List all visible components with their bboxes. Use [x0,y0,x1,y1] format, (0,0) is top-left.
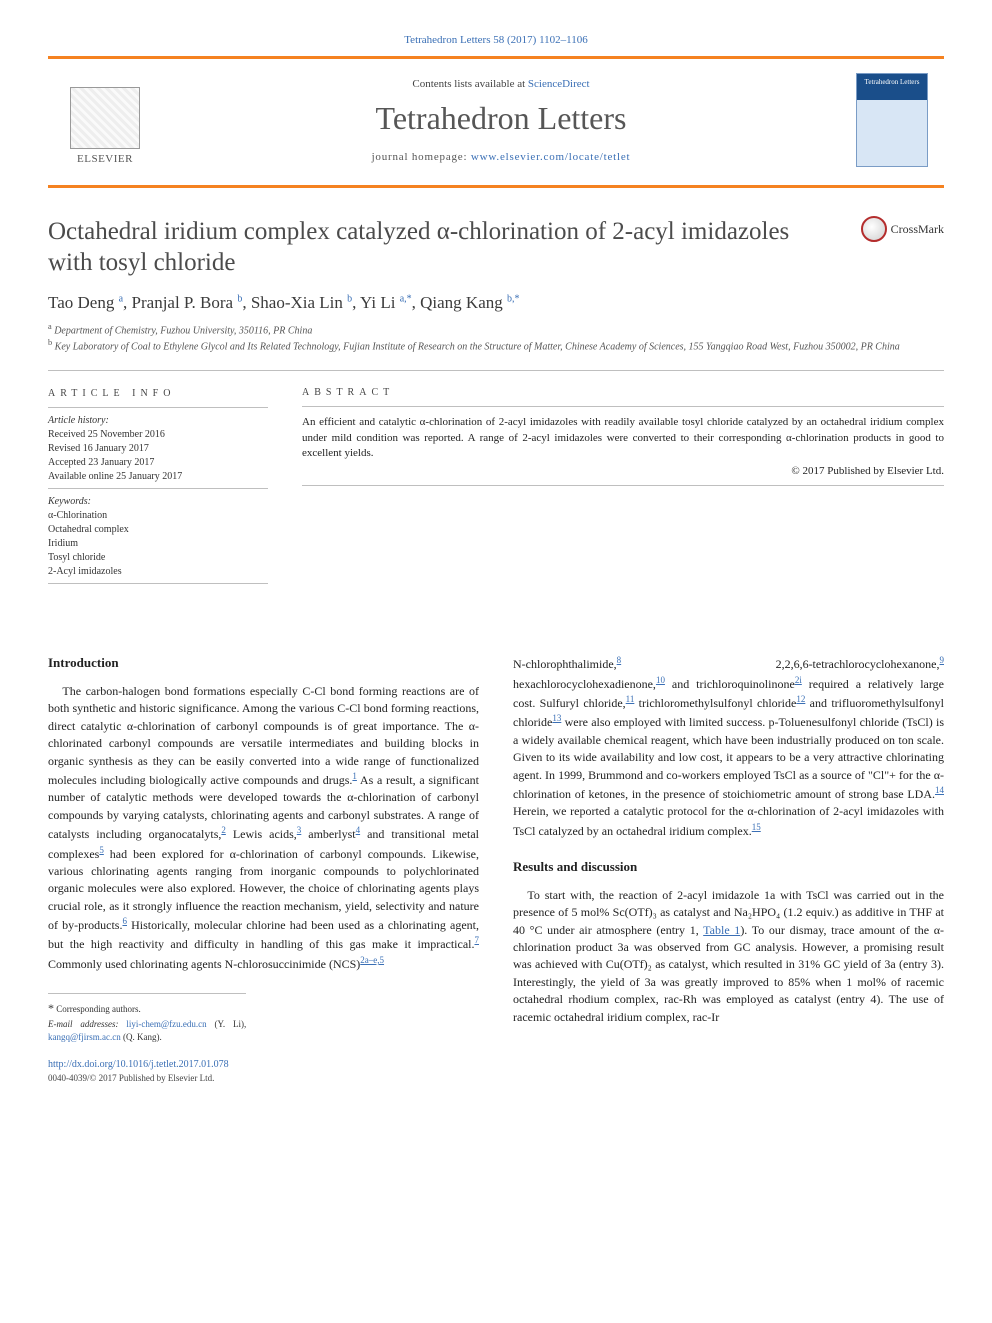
keyword: Octahedral complex [48,523,268,537]
abstract-heading: ABSTRACT [302,387,944,398]
accepted-date: Accepted 23 January 2017 [48,456,268,470]
ref-link[interactable]: 14 [935,785,944,795]
issn-copyright: 0040-4039/© 2017 Published by Elsevier L… [48,1072,479,1085]
cover-thumb-label: Tetrahedron Letters [865,74,920,86]
sciencedirect-link[interactable]: ScienceDirect [528,78,590,90]
citation-line: Tetrahedron Letters 58 (2017) 1102–1106 [48,34,944,46]
publisher-logo: ELSEVIER [64,75,146,165]
ref-link[interactable]: 9 [940,655,945,665]
ref-link[interactable]: 10 [656,675,665,685]
keyword: α-Chlorination [48,509,268,523]
journal-name: Tetrahedron Letters [146,100,856,137]
body-paragraph: To start with, the reaction of 2-acyl im… [513,887,944,1026]
body-paragraph: The carbon-halogen bond formations espec… [48,683,479,973]
article-info: ARTICLE INFO Article history: Received 2… [48,387,268,590]
crossmark-label: CrossMark [891,222,944,237]
ref-link[interactable]: 2a–e,5 [360,955,384,965]
body-paragraph: N-chlorophthalimide,8 2,2,6,6-tetrachlor… [513,654,944,840]
keyword: Iridium [48,537,268,551]
affiliations: a Department of Chemistry, Fuzhou Univer… [48,321,944,355]
publisher-name: ELSEVIER [77,153,133,165]
keyword: Tosyl chloride [48,551,268,565]
section-title-introduction: Introduction [48,654,479,673]
masthead: ELSEVIER Contents lists available at Sci… [48,56,944,188]
table-link[interactable]: Table 1 [703,923,740,937]
article-info-heading: ARTICLE INFO [48,387,268,401]
contents-available-line: Contents lists available at ScienceDirec… [146,78,856,90]
crossmark-icon [861,216,887,242]
doi-block: http://dx.doi.org/10.1016/j.tetlet.2017.… [48,1058,479,1086]
elsevier-tree-icon [70,87,140,149]
article-title: Octahedral iridium complex catalyzed α-c… [48,216,831,279]
history-label: Article history: [48,414,268,428]
received-date: Received 25 November 2016 [48,428,268,442]
ref-link[interactable]: 15 [752,822,761,832]
abstract-text: An efficient and catalytic α-chlorinatio… [302,415,944,461]
section-title-results: Results and discussion [513,858,944,877]
online-date: Available online 25 January 2017 [48,470,268,484]
journal-cover-thumb: Tetrahedron Letters [856,73,928,167]
ref-link[interactable]: 7 [475,935,480,945]
abstract-copyright: © 2017 Published by Elsevier Ltd. [302,465,944,477]
keywords-label: Keywords: [48,495,268,509]
crossmark-badge[interactable]: CrossMark [861,216,944,242]
ref-link[interactable]: 2i [795,675,802,685]
doi-link[interactable]: http://dx.doi.org/10.1016/j.tetlet.2017.… [48,1059,229,1070]
ref-link[interactable]: 13 [552,713,561,723]
journal-homepage-link[interactable]: www.elsevier.com/locate/tetlet [471,151,631,163]
abstract: ABSTRACT An efficient and catalytic α-ch… [302,387,944,590]
email-link[interactable]: kangq@fjirsm.ac.cn [48,1032,121,1042]
keyword: 2-Acyl imidazoles [48,565,268,579]
divider [48,370,944,371]
revised-date: Revised 16 January 2017 [48,442,268,456]
journal-homepage-line: journal homepage: www.elsevier.com/locat… [146,151,856,163]
email-link[interactable]: liyi-chem@fzu.edu.cn [126,1019,206,1029]
authors-line: Tao Deng a, Pranjal P. Bora b, Shao-Xia … [48,293,944,313]
footnotes: * Corresponding authors. E-mail addresse… [48,993,246,1043]
ref-link[interactable]: 12 [796,694,805,704]
